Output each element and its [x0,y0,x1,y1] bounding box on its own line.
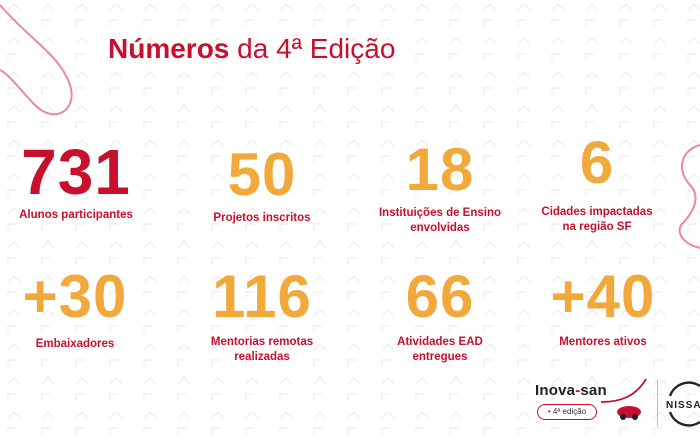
nissan-logo-icon: NISSAN [664,381,700,427]
stat-value: 50 [227,141,297,208]
stat-value: +40 [550,263,656,330]
stat-card-alunos: 731 Alunos participantes [0,140,166,223]
logo-dash: - [575,382,581,399]
stat-label: Cidades impactadas na região SF [507,205,687,235]
logo-divider [657,380,658,426]
stat-card-embaixadores: +30 Embaixadores [0,267,165,352]
stat-value: 66 [405,263,475,330]
stat-label: Mentorias remotas realizadas [172,335,352,365]
edition-badge: • 4ª edição [537,404,597,420]
stat-label-line1: Cidades impactadas [541,206,653,218]
inova-san-logo: Inova-san [535,382,607,399]
stat-value: 116 [212,263,312,330]
stat-label: Atividades EAD entregues [350,335,530,365]
stat-value: 18 [405,136,475,203]
stat-label: Alunos participantes [19,209,133,221]
footer-logos: Inova-san • 4ª edição NISSAN [531,374,700,441]
stat-label-line1: Atividades EAD [397,336,483,348]
stat-label-line1: Mentorias remotas [210,336,314,348]
stat-value: 6 [579,129,615,196]
decorative-curve-right [678,144,700,249]
stat-label: Projetos inscritos [213,212,311,224]
stat-label: Mentores ativos [559,336,647,348]
stat-label-line2: entregues [412,351,468,363]
nissan-logo-text: NISSAN [666,400,700,411]
inova-swoosh-icon [601,378,647,420]
stat-label-line1: Instituições de Ensino [378,207,502,219]
stat-label: Embaixadores [35,338,115,350]
stat-card-mentorias: 116 Mentorias remotas realizadas [172,267,352,365]
edition-text: 4ª edição [552,407,587,416]
logo-inova-text: Inova [535,382,576,399]
stat-label-line2: realizadas [234,351,290,363]
stat-label-line2: envolvidas [410,222,470,234]
page-title: Números da 4ª Edição [108,33,395,65]
stat-card-projetos: 50 Projetos inscritos [172,145,352,226]
stat-card-instituicoes: 18 Instituições de Ensino envolvidas [350,140,530,236]
stat-card-atividades: 66 Atividades EAD entregues [350,267,530,365]
title-bold: Números [108,33,230,64]
decorative-curve-left [0,4,73,116]
stat-card-mentores: +40 Mentores ativos [513,267,693,350]
stat-card-cidades: 6 Cidades impactadas na região SF [507,133,687,235]
stat-value: +30 [22,263,128,330]
stat-label: Instituições de Ensino envolvidas [350,206,530,236]
logo-san-text: san [580,382,607,399]
stat-value: 731 [21,136,131,208]
bullet-icon: • [547,407,551,416]
title-rest: da 4ª Edição [229,33,396,64]
stat-label-line2: na região SF [562,221,632,233]
